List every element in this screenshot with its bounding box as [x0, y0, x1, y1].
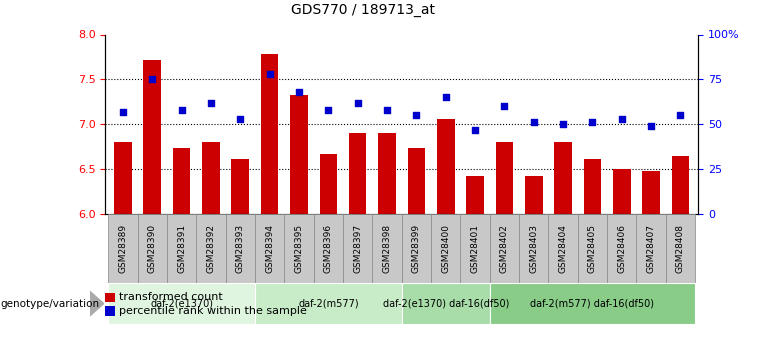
Bar	[408, 148, 425, 214]
Bar	[431, 214, 460, 283]
Text: GSM28401: GSM28401	[470, 224, 480, 273]
Point	[322, 107, 335, 112]
Bar	[490, 283, 695, 324]
Point	[117, 109, 129, 115]
Text: GDS770 / 189713_at: GDS770 / 189713_at	[291, 3, 434, 17]
Text: GSM28398: GSM28398	[382, 224, 392, 273]
Bar	[255, 214, 285, 283]
Bar	[466, 176, 484, 214]
Point	[439, 95, 452, 100]
Bar	[108, 214, 137, 283]
Point	[527, 120, 540, 125]
Point	[146, 77, 158, 82]
Text: percentile rank within the sample: percentile rank within the sample	[119, 306, 307, 315]
Bar	[378, 133, 395, 214]
Bar	[167, 214, 197, 283]
Bar	[261, 54, 278, 214]
Bar	[643, 171, 660, 214]
Text: GSM28397: GSM28397	[353, 224, 362, 273]
Point	[264, 71, 276, 77]
Bar	[548, 214, 578, 283]
Bar	[437, 119, 455, 214]
Bar	[402, 283, 490, 324]
Bar	[137, 214, 167, 283]
Point	[587, 120, 599, 125]
Text: GSM28390: GSM28390	[147, 224, 157, 273]
Bar	[525, 176, 543, 214]
Bar	[555, 142, 572, 214]
Bar	[197, 214, 225, 283]
Text: GSM28407: GSM28407	[647, 224, 656, 273]
Bar	[232, 159, 249, 214]
Bar	[225, 214, 255, 283]
Point	[557, 121, 569, 127]
Bar	[285, 214, 314, 283]
Bar	[108, 283, 255, 324]
Text: GSM28392: GSM28392	[207, 224, 215, 273]
Text: GSM28405: GSM28405	[588, 224, 597, 273]
Bar	[672, 157, 690, 214]
Text: GSM28400: GSM28400	[441, 224, 450, 273]
Bar	[314, 214, 343, 283]
Point	[498, 104, 511, 109]
Text: transformed count: transformed count	[119, 292, 222, 302]
Bar	[144, 60, 161, 214]
Text: GSM28396: GSM28396	[324, 224, 333, 273]
Text: GSM28408: GSM28408	[676, 224, 685, 273]
Text: GSM28393: GSM28393	[236, 224, 245, 273]
Bar	[202, 142, 220, 214]
Point	[615, 116, 628, 121]
Bar	[320, 154, 337, 214]
Bar	[290, 95, 308, 214]
Text: daf-2(e1370) daf-16(df50): daf-2(e1370) daf-16(df50)	[382, 299, 509, 308]
Bar	[613, 169, 630, 214]
Point	[352, 100, 364, 106]
Bar	[578, 214, 607, 283]
Text: daf-2(m577): daf-2(m577)	[298, 299, 359, 308]
Bar	[607, 214, 636, 283]
Text: genotype/variation: genotype/variation	[1, 299, 100, 308]
Text: daf-2(e1370): daf-2(e1370)	[150, 299, 213, 308]
Point	[674, 112, 686, 118]
Point	[410, 112, 423, 118]
Point	[204, 100, 217, 106]
Bar	[173, 148, 190, 214]
Text: GSM28399: GSM28399	[412, 224, 421, 273]
Bar	[343, 214, 372, 283]
Text: GSM28404: GSM28404	[558, 224, 568, 273]
Bar	[636, 214, 666, 283]
Bar	[402, 214, 431, 283]
Text: GSM28389: GSM28389	[119, 224, 127, 273]
Bar	[519, 214, 548, 283]
Point	[292, 89, 305, 95]
Bar	[583, 159, 601, 214]
Point	[176, 107, 188, 112]
Bar	[349, 133, 367, 214]
Point	[645, 123, 658, 129]
Text: GSM28391: GSM28391	[177, 224, 186, 273]
Bar	[666, 214, 695, 283]
Bar	[460, 214, 490, 283]
Text: GSM28406: GSM28406	[617, 224, 626, 273]
Text: GSM28402: GSM28402	[500, 224, 509, 273]
Bar	[114, 142, 132, 214]
Bar	[372, 214, 402, 283]
Point	[469, 127, 481, 132]
Bar	[495, 142, 513, 214]
Point	[381, 107, 393, 112]
Text: GSM28403: GSM28403	[530, 224, 538, 273]
Text: daf-2(m577) daf-16(df50): daf-2(m577) daf-16(df50)	[530, 299, 654, 308]
Bar	[255, 283, 402, 324]
Text: GSM28395: GSM28395	[295, 224, 303, 273]
Polygon shape	[90, 291, 104, 316]
Bar	[490, 214, 519, 283]
Point	[234, 116, 246, 121]
Text: GSM28394: GSM28394	[265, 224, 274, 273]
